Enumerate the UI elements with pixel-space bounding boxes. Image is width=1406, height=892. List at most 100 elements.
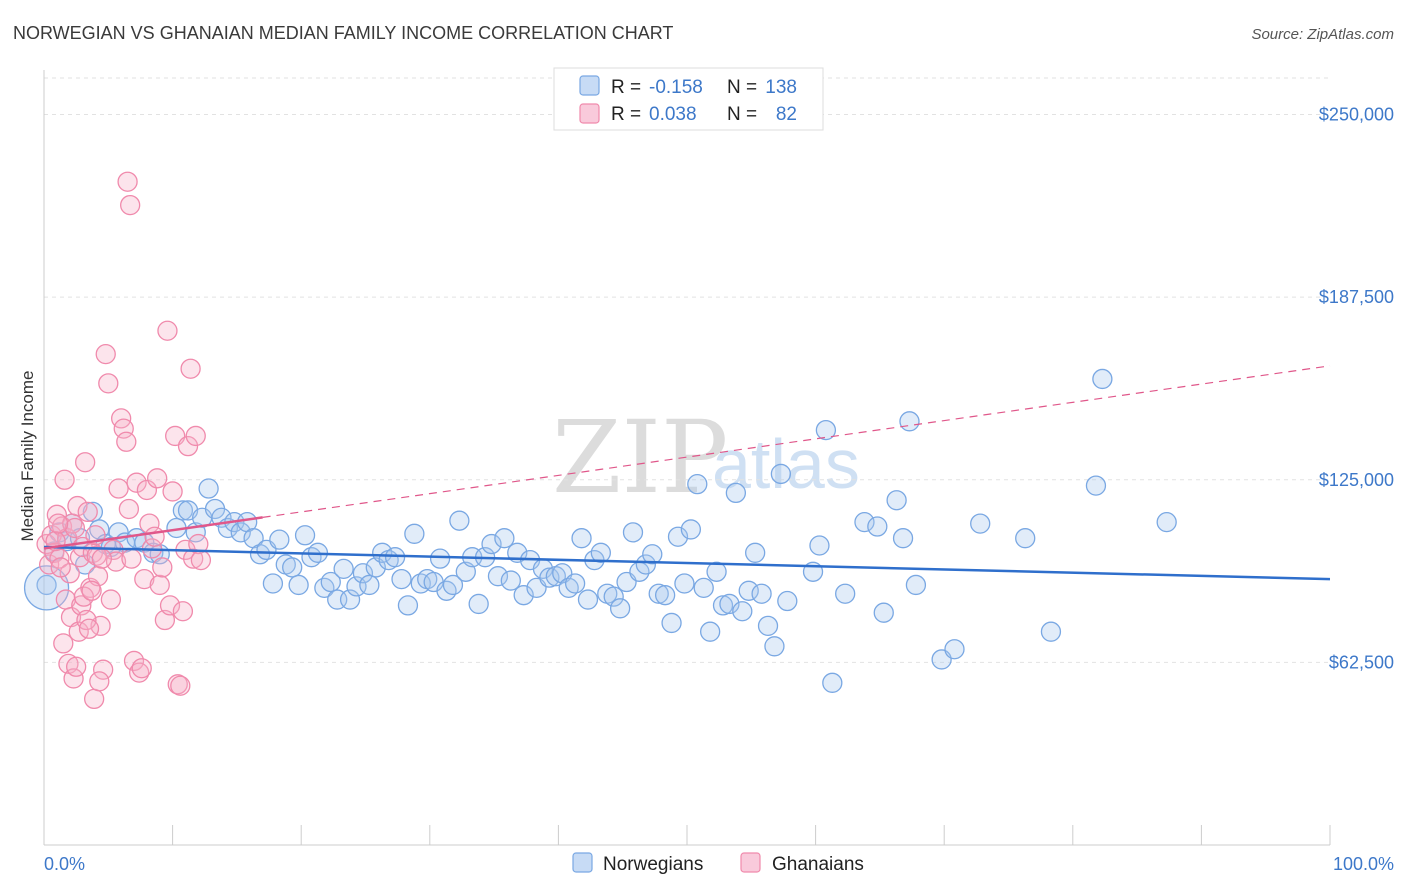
- point-norwegian: [468, 593, 489, 615]
- point-ghanaian: [98, 373, 119, 394]
- point-norwegian: [738, 580, 759, 601]
- axes: [43, 70, 1331, 846]
- legend-bottom-swatch-norwegians: [572, 852, 593, 873]
- point-norwegian: [699, 621, 721, 642]
- legend-r-value-1: 0.038: [649, 104, 697, 125]
- point-norwegian: [944, 639, 965, 660]
- point-norwegian: [706, 561, 727, 582]
- x-tick-label-min: 0.0%: [44, 854, 85, 874]
- point-ghanaian: [152, 557, 173, 578]
- point-norwegian: [500, 570, 521, 591]
- point-ghanaian: [131, 658, 152, 679]
- point-ghanaian: [190, 549, 212, 571]
- point-norwegian: [198, 478, 219, 499]
- point-ghanaian: [84, 688, 105, 710]
- y-tick-label: $125,000: [1319, 470, 1394, 490]
- legend-top: R = -0.158 N = 138 R = 0.038 N = 82: [553, 67, 824, 131]
- point-norwegian: [725, 482, 747, 504]
- point-norwegian: [899, 411, 920, 432]
- point-norwegian: [262, 573, 284, 594]
- point-ghanaian: [118, 498, 140, 520]
- point-ghanaian: [64, 517, 86, 539]
- point-ghanaian: [66, 656, 87, 677]
- legend-r-label-1: R =: [611, 104, 641, 125]
- point-norwegian: [674, 573, 695, 594]
- point-ghanaian: [144, 526, 165, 547]
- x-tick-label-max: 100.0%: [1333, 854, 1394, 874]
- point-norwegian: [429, 548, 451, 569]
- point-norwegian: [442, 574, 464, 596]
- point-ghanaian: [108, 478, 129, 499]
- point-ghanaian: [75, 452, 96, 473]
- point-norwegian: [719, 593, 740, 615]
- point-norwegian: [352, 563, 374, 584]
- legend-n-value-0: 138: [765, 77, 797, 98]
- x-tick-labels: 0.0% 100.0%: [44, 854, 1394, 874]
- point-norwegian: [172, 500, 194, 521]
- y-tick-label: $62,500: [1329, 652, 1394, 672]
- y-tick-label: $250,000: [1319, 105, 1394, 125]
- point-norwegian: [661, 612, 682, 634]
- point-norwegian: [82, 501, 104, 523]
- point-norwegian: [732, 601, 753, 622]
- point-ghanaian: [53, 633, 74, 654]
- point-norwegian: [1085, 475, 1107, 496]
- point-norwegian: [333, 558, 354, 580]
- watermark-atlas: atlas: [712, 425, 860, 503]
- legend-r-label-0: R =: [611, 77, 641, 98]
- point-ghanaian: [162, 481, 183, 502]
- point-norwegian: [1015, 528, 1036, 549]
- point-norwegian: [815, 419, 837, 441]
- point-ghanaian: [134, 568, 155, 590]
- point-ghanaian: [147, 468, 168, 489]
- point-norwegian: [436, 580, 457, 601]
- series-ghanaians: [36, 171, 212, 710]
- point-norwegian: [449, 510, 470, 531]
- point-ghanaian: [77, 501, 98, 523]
- point-norwegian: [391, 568, 412, 590]
- point-norwegian: [970, 513, 991, 534]
- point-norwegian: [494, 528, 515, 549]
- point-ghanaian: [95, 343, 116, 365]
- point-norwegian: [905, 574, 927, 596]
- point-norwegian: [835, 583, 856, 604]
- point-ghanaian: [67, 495, 88, 517]
- legend-bottom-norwegians: Norwegians: [603, 854, 703, 875]
- point-norwegian: [667, 526, 689, 547]
- chart-source: Source: ZipAtlas.com: [1251, 26, 1394, 43]
- point-norwegian: [384, 547, 406, 568]
- legend-bottom-ghanaians: Ghanaians: [772, 854, 864, 875]
- series-norwegians: [23, 368, 1177, 693]
- point-norwegian: [1156, 511, 1177, 533]
- point-norwegian: [603, 586, 624, 607]
- trendlines: [43, 365, 1331, 581]
- point-norwegian: [764, 636, 785, 657]
- legend-n-value-1: 82: [776, 104, 797, 125]
- point-norwegian: [687, 473, 708, 495]
- point-ghanaian: [185, 425, 206, 447]
- point-ghanaian: [149, 574, 170, 596]
- point-ghanaian: [172, 601, 194, 622]
- point-norwegian: [757, 615, 779, 637]
- point-norwegian: [404, 523, 425, 544]
- point-norwegian: [622, 522, 644, 543]
- point-ghanaian: [47, 513, 69, 534]
- point-norwegian: [346, 576, 367, 597]
- point-norwegian: [294, 525, 316, 546]
- point-ghanaian: [38, 554, 60, 575]
- legend-r-value-0: -0.158: [649, 77, 703, 98]
- point-ghanaian: [93, 659, 114, 680]
- point-norwegian: [230, 522, 251, 543]
- point-norwegian: [745, 542, 766, 563]
- point-norwegian: [654, 585, 676, 606]
- point-ghanaian: [120, 194, 141, 216]
- point-norwegian: [693, 577, 714, 599]
- point-norwegian: [1040, 621, 1062, 642]
- point-ghanaian: [41, 525, 62, 546]
- point-ghanaian: [157, 320, 178, 341]
- point-ghanaian: [170, 675, 191, 696]
- point-ghanaian: [89, 671, 110, 692]
- trendline-ghanaians-solid: [43, 516, 263, 550]
- point-ghanaian: [100, 589, 122, 610]
- point-norwegian: [487, 566, 509, 587]
